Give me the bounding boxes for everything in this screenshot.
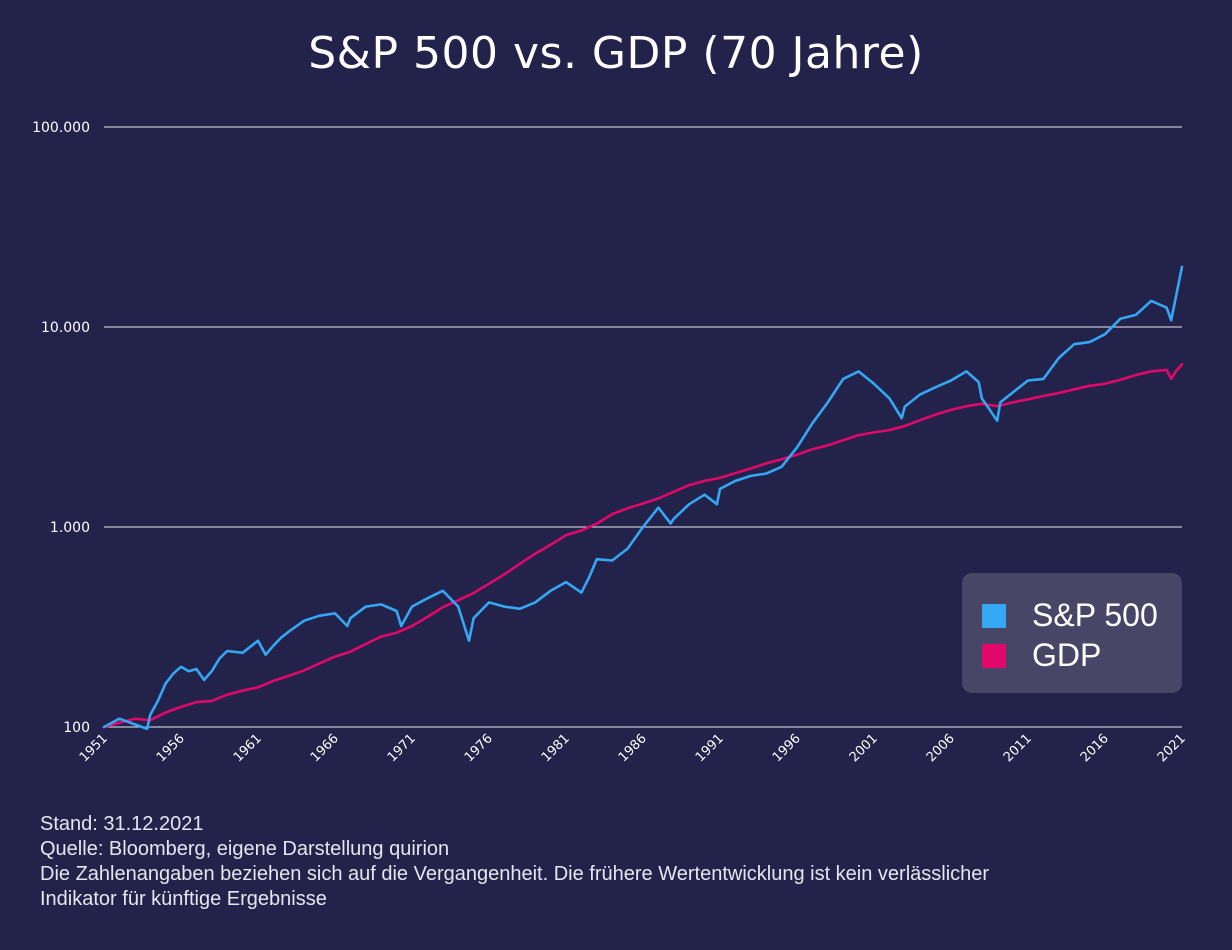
legend-item-gdp: GDP xyxy=(982,637,1101,674)
x-tick-labels: 1951 1956 1961 1966 1971 1976 1981 1986 1991 1996… xyxy=(77,731,1189,765)
legend-swatch-gdp xyxy=(982,643,1006,668)
x-tick-label: 1981 xyxy=(539,731,573,765)
footer-disclaimer-line-2: Indikator für künftige Ergebnisse xyxy=(40,888,327,910)
legend-swatch-sp500 xyxy=(982,603,1006,628)
legend: S&P 500 GDP xyxy=(962,573,1182,693)
x-tick-label: 1966 xyxy=(308,731,342,765)
y-tick-label: 100.000 xyxy=(32,120,90,136)
x-tick-label: 2011 xyxy=(1001,731,1035,765)
x-tick-label: 2006 xyxy=(924,731,958,765)
y-tick-label: 1.000 xyxy=(50,520,90,536)
legend-label-gdp: GDP xyxy=(1032,637,1102,673)
series-lines xyxy=(102,265,1184,731)
footer-source: Quelle: Bloomberg, eigene Darstellung qu… xyxy=(40,838,450,860)
footer-stand: Stand: 31.12.2021 xyxy=(40,813,204,835)
y-tick-labels: 100 1.000 10.000 100.000 xyxy=(32,120,90,736)
x-tick-label: 1971 xyxy=(385,731,419,765)
x-tick-label: 1961 xyxy=(231,731,265,765)
x-tick-label: 2016 xyxy=(1078,731,1112,765)
x-tick-label: 2001 xyxy=(847,731,881,765)
legend-label-sp500: S&P 500 xyxy=(1032,597,1158,633)
x-tick-label: 2021 xyxy=(1155,731,1189,765)
x-tick-label: 1996 xyxy=(770,731,804,765)
x-tick-label: 1976 xyxy=(462,731,496,765)
x-tick-label: 1956 xyxy=(154,731,188,765)
series-line-s-p-500 xyxy=(102,265,1184,731)
y-tick-label: 10.000 xyxy=(41,320,90,336)
chart-title: S&P 500 vs. GDP (70 Jahre) xyxy=(308,28,924,79)
y-tick-label: 100 xyxy=(63,720,90,736)
x-tick-label: 1991 xyxy=(693,731,727,765)
x-tick-label: 1986 xyxy=(616,731,650,765)
legend-item-sp500: S&P 500 xyxy=(982,597,1158,634)
footer-notes: Stand: 31.12.2021 Quelle: Bloomberg, eig… xyxy=(40,812,1190,912)
x-tick-label: 1951 xyxy=(77,731,111,765)
footer-disclaimer-line-1: Die Zahlenangaben beziehen sich auf die … xyxy=(40,863,990,885)
series-line-gdp xyxy=(102,363,1184,729)
